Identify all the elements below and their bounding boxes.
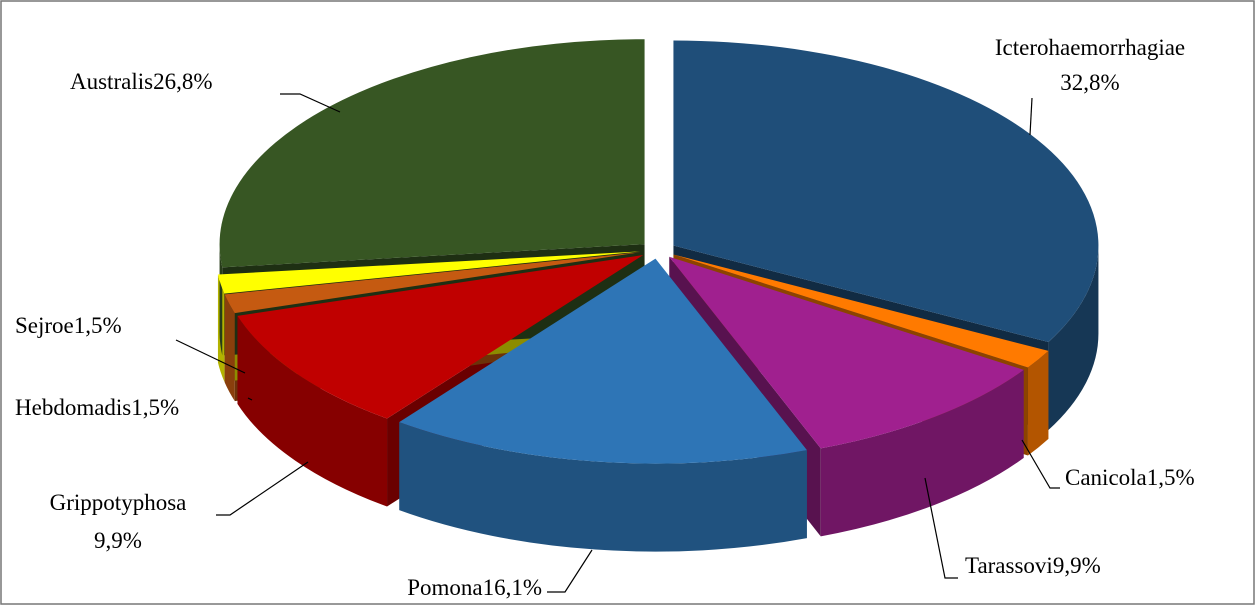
slice-side (399, 422, 807, 552)
pie (217, 39, 1099, 552)
slice-side (219, 244, 223, 356)
category-name: Icterohaemorrhagiae (995, 35, 1185, 60)
leader-line (1029, 97, 1033, 136)
leader-line (280, 93, 341, 113)
slice-side (1048, 245, 1099, 431)
slice-label: Grippotyphosa (50, 490, 187, 515)
value-label: 1,5% (74, 313, 122, 338)
slice-label: Sejroe1,5% (15, 313, 122, 338)
category-name: Pomona (407, 575, 482, 600)
slice (237, 254, 644, 419)
slice (219, 39, 645, 268)
leader-line (547, 549, 593, 593)
category-name: Hebdomadis (15, 395, 131, 420)
value-label: 1,5% (131, 395, 179, 420)
slice (399, 258, 807, 464)
leader-line (924, 477, 958, 579)
leader-line (247, 397, 253, 401)
slice-label: Icterohaemorrhagiae (995, 35, 1185, 60)
slice (224, 252, 641, 314)
slice-label: 9,9% (94, 528, 142, 553)
slice-side (224, 294, 235, 402)
leader-line (216, 461, 309, 516)
labels: Icterohaemorrhagiae32,8%Canicola1,5%Tara… (15, 35, 1195, 600)
category-name: Sejroe (15, 313, 74, 338)
slice-label: Tarassovi9,9% (965, 553, 1101, 578)
slice-side (820, 369, 1024, 537)
slice (673, 40, 1099, 343)
slice-label: Hebdomadis1,5% (15, 395, 179, 420)
leader-line (175, 339, 246, 374)
slice (669, 256, 1024, 449)
category-name: Tarassovi (965, 553, 1053, 578)
category-name: Australis (70, 69, 153, 94)
value-label: 16,1% (483, 575, 542, 600)
slice-side (237, 315, 388, 507)
value-label: 1,5% (1147, 465, 1195, 490)
category-name: Grippotyphosa (50, 490, 187, 515)
value-label: 9,9% (1053, 553, 1101, 578)
value-label: 26,8% (153, 69, 212, 94)
slice-side (1027, 350, 1049, 456)
slice (217, 251, 641, 294)
leader-line (1021, 439, 1060, 489)
category-name: Canicola (1065, 465, 1147, 490)
slice-label: Australis26,8% (70, 69, 212, 94)
slice-label: Canicola1,5% (1065, 465, 1195, 490)
value-label: 9,9% (94, 528, 142, 553)
slice-label: Pomona16,1% (407, 575, 542, 600)
slice-label: 32,8% (1060, 70, 1119, 95)
value-label: 32,8% (1060, 70, 1119, 95)
slice (673, 254, 1049, 368)
